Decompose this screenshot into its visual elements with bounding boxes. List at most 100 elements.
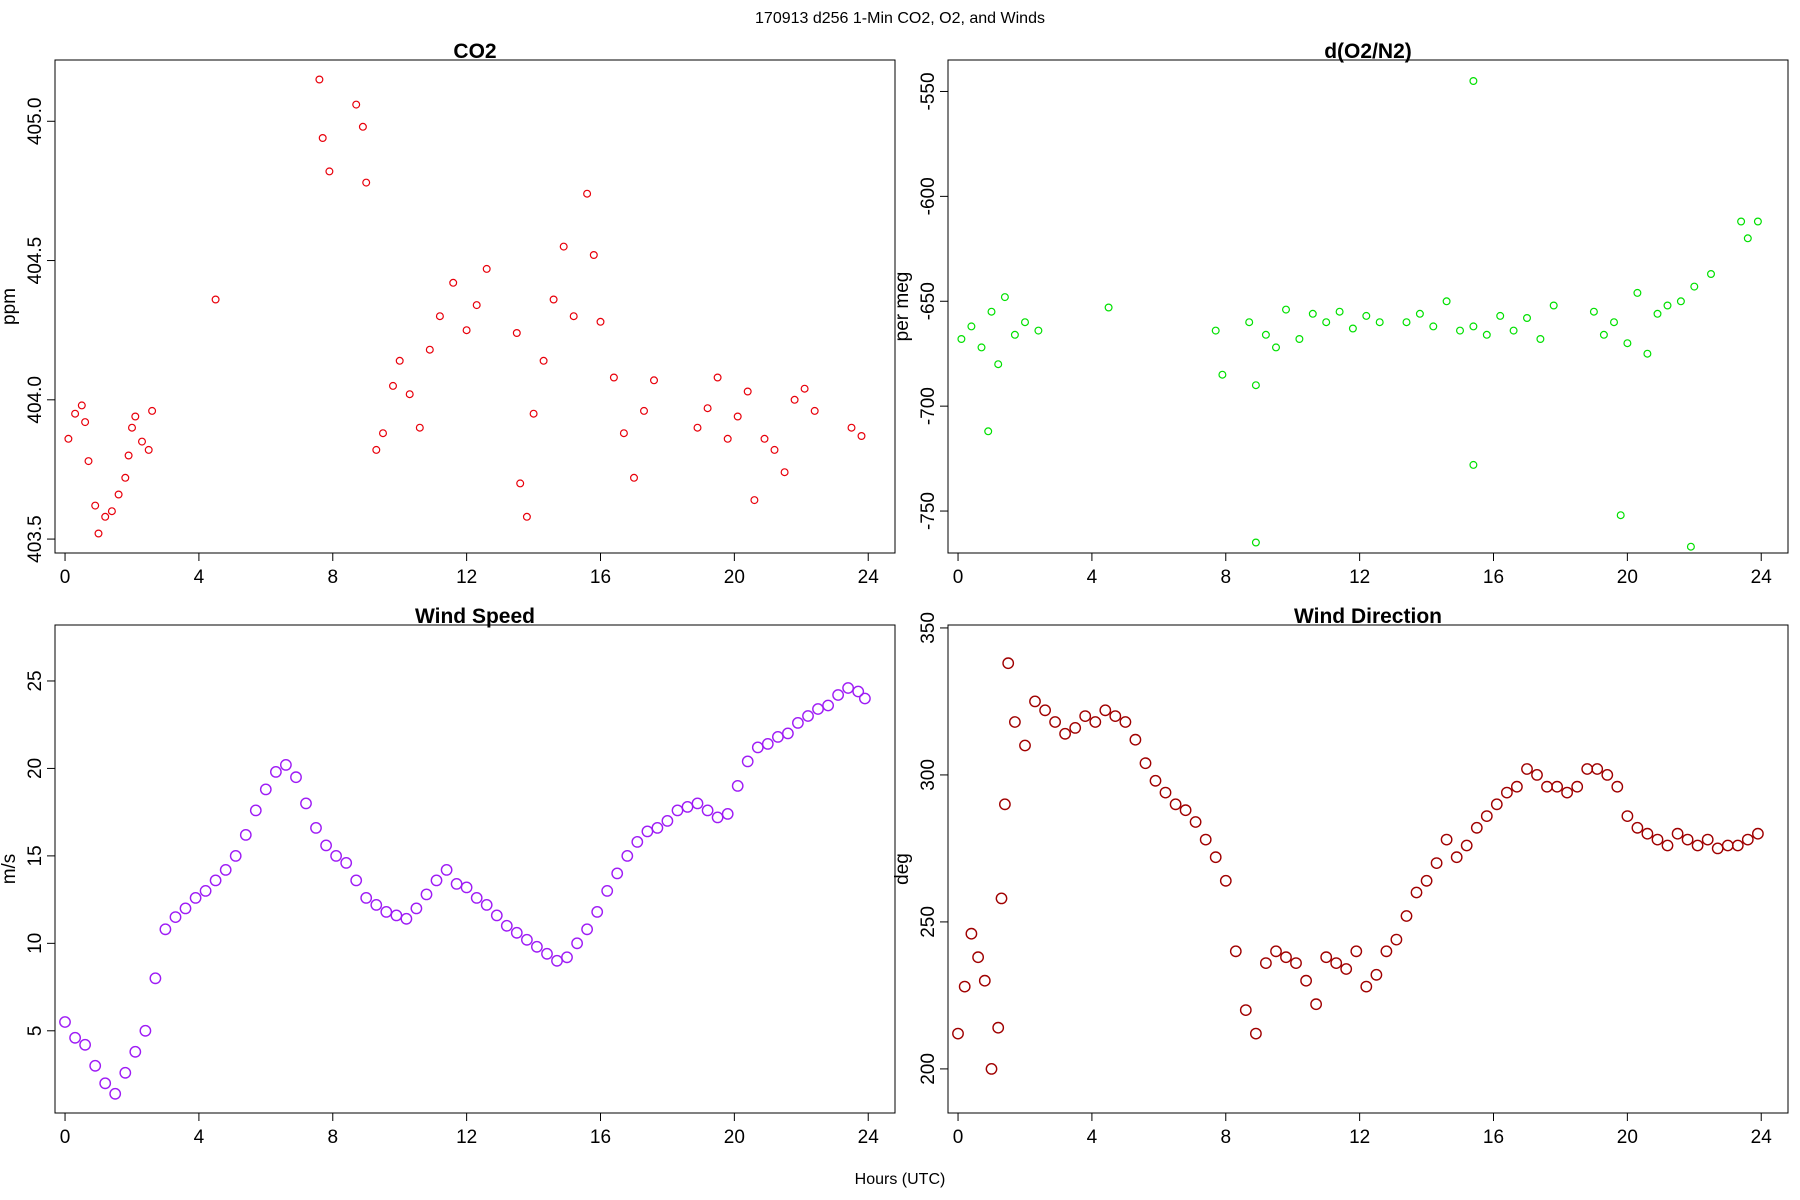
data-point (440, 864, 453, 876)
x-tick-label: 24 (1751, 1127, 1773, 1148)
data-point (733, 412, 742, 421)
data-point (992, 1021, 1005, 1034)
data-point (1169, 798, 1182, 811)
data-point (1322, 318, 1331, 327)
data-point (800, 384, 809, 393)
data-point (300, 797, 312, 810)
data-point (362, 178, 371, 187)
data-point (611, 867, 624, 880)
data-point (1380, 945, 1393, 958)
data-point (1752, 827, 1764, 840)
data-point (832, 689, 844, 701)
data-point (721, 808, 734, 820)
data-point (561, 951, 573, 964)
data-point (1631, 821, 1644, 834)
data-point (852, 685, 865, 698)
data-point (1250, 1027, 1262, 1040)
y-tick-label: 20 (25, 758, 46, 779)
figure-xlabel: Hours (UTC) (855, 1171, 946, 1188)
data-point (760, 434, 769, 443)
data-point (1375, 318, 1384, 327)
data-point (521, 933, 533, 946)
data-point (1496, 311, 1505, 320)
data-point (770, 445, 779, 454)
data-point (1179, 804, 1192, 817)
data-point (199, 885, 212, 897)
data-point (1410, 886, 1423, 899)
data-point (601, 885, 614, 897)
data-point (995, 892, 1008, 905)
data-point (522, 512, 531, 521)
data-point (279, 759, 292, 771)
data-point (1591, 763, 1604, 775)
data-point (101, 512, 110, 521)
x-tick-label: 20 (724, 567, 745, 588)
data-point (1362, 311, 1371, 320)
panel-3: Wind Speed 0 4 8 12 16 20 24 5 10 15 20 25 m/s (0, 605, 896, 1148)
x-tick-label: 24 (858, 1127, 880, 1148)
panel-title: CO2 (453, 40, 496, 63)
data-point (1034, 326, 1043, 335)
plot-frame (947, 624, 1789, 1114)
x-tick-label: 16 (1483, 1127, 1504, 1148)
data-point (1029, 695, 1041, 708)
data-point (859, 692, 871, 705)
data-point (269, 766, 282, 778)
data-point (1621, 810, 1634, 822)
y-tick-label: 250 (918, 906, 939, 938)
data-point (551, 954, 563, 967)
data-point (1199, 833, 1212, 846)
data-point (91, 501, 100, 510)
x-tick-label: 20 (1617, 567, 1638, 588)
data-point (352, 100, 361, 109)
y-tick-label: -600 (918, 177, 939, 215)
data-point (149, 972, 162, 985)
data-point (318, 134, 327, 143)
x-tick-label: 24 (858, 567, 880, 588)
data-point (480, 899, 493, 911)
data-point (649, 376, 658, 385)
data-point (500, 919, 513, 932)
data-point (1300, 974, 1313, 987)
data-point (1104, 303, 1113, 312)
data-point (1429, 322, 1438, 331)
data-point (1099, 704, 1112, 717)
data-point (952, 1027, 964, 1040)
data-point (1348, 324, 1357, 333)
data-point (1741, 833, 1754, 846)
data-point (965, 927, 978, 940)
data-point (1440, 833, 1453, 846)
data-point (470, 892, 483, 904)
y-axis-label: per meg (892, 272, 913, 342)
data-point (591, 906, 604, 918)
data-point (400, 912, 413, 925)
data-point (1561, 786, 1574, 799)
data-point (790, 395, 799, 404)
data-point (842, 682, 854, 694)
data-point (425, 345, 434, 354)
data-point (1623, 339, 1632, 348)
data-point (84, 457, 93, 466)
data-point (1663, 301, 1672, 310)
data-point (380, 906, 393, 918)
y-axis-label: deg (892, 853, 913, 885)
data-point (59, 1016, 71, 1028)
data-point (71, 409, 80, 418)
data-point (1469, 76, 1478, 85)
y-tick-label: 5 (25, 1026, 46, 1037)
data-point (1469, 460, 1478, 469)
x-tick-label: 8 (1220, 567, 1231, 588)
data-point (1159, 786, 1172, 799)
data-point (1079, 710, 1092, 722)
data-point (69, 1031, 82, 1044)
data-point (1019, 739, 1031, 752)
data-point (259, 783, 272, 796)
plot-frame (54, 624, 896, 1114)
x-tick-label: 20 (724, 1127, 745, 1148)
data-point (1218, 370, 1227, 379)
data-point (1189, 816, 1202, 828)
data-point (1320, 951, 1333, 964)
data-point (430, 874, 443, 887)
data-point (1509, 326, 1518, 335)
data-point (802, 710, 814, 722)
